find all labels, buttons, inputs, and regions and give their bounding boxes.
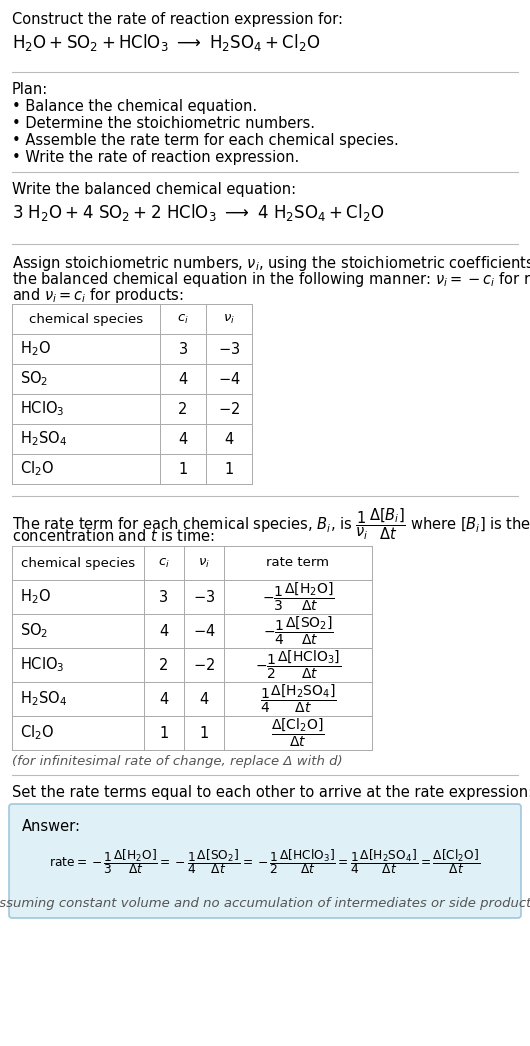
Text: $1$: $1$ (224, 461, 234, 477)
Text: (assuming constant volume and no accumulation of intermediates or side products): (assuming constant volume and no accumul… (0, 897, 530, 910)
Text: Construct the rate of reaction expression for:: Construct the rate of reaction expressio… (12, 12, 343, 27)
Text: 4: 4 (179, 371, 188, 387)
Text: $\mathrm{Cl_2O}$: $\mathrm{Cl_2O}$ (20, 459, 54, 478)
Text: $\dfrac{\Delta[\mathrm{Cl_2O}]}{\Delta t}$: $\dfrac{\Delta[\mathrm{Cl_2O}]}{\Delta t… (271, 717, 325, 749)
Text: $\nu_i$: $\nu_i$ (223, 313, 235, 325)
Text: $-3$: $-3$ (193, 589, 215, 605)
Text: $c_i$: $c_i$ (177, 313, 189, 325)
Text: $\mathrm{H_2O}$: $\mathrm{H_2O}$ (20, 588, 51, 607)
Text: $\mathrm{H_2SO_4}$: $\mathrm{H_2SO_4}$ (20, 430, 67, 449)
Text: 2: 2 (160, 658, 169, 673)
Text: • Assemble the rate term for each chemical species.: • Assemble the rate term for each chemic… (12, 133, 399, 147)
Text: $\mathrm{SO_2}$: $\mathrm{SO_2}$ (20, 621, 48, 640)
Text: $-\dfrac{1}{4}\dfrac{\Delta[\mathrm{SO_2}]}{\Delta t}$: $-\dfrac{1}{4}\dfrac{\Delta[\mathrm{SO_2… (262, 615, 333, 647)
Text: chemical species: chemical species (29, 313, 143, 325)
Text: 4: 4 (160, 691, 169, 706)
Text: $-\dfrac{1}{3}\dfrac{\Delta[\mathrm{H_2O}]}{\Delta t}$: $-\dfrac{1}{3}\dfrac{\Delta[\mathrm{H_2O… (262, 581, 334, 613)
Text: $\mathrm{rate} = -\dfrac{1}{3}\dfrac{\Delta[\mathrm{H_2O}]}{\Delta t} = -\dfrac{: $\mathrm{rate} = -\dfrac{1}{3}\dfrac{\De… (49, 847, 481, 877)
Text: 4: 4 (179, 432, 188, 447)
Text: $\dfrac{1}{4}\dfrac{\Delta[\mathrm{H_2SO_4}]}{\Delta t}$: $\dfrac{1}{4}\dfrac{\Delta[\mathrm{H_2SO… (260, 683, 336, 715)
Text: Plan:: Plan: (12, 82, 48, 97)
Text: Answer:: Answer: (22, 819, 81, 834)
Text: $\mathrm{H_2O + SO_2 + HClO_3 \ \longrightarrow \ H_2SO_4 + Cl_2O}$: $\mathrm{H_2O + SO_2 + HClO_3 \ \longrig… (12, 32, 320, 53)
Text: Write the balanced chemical equation:: Write the balanced chemical equation: (12, 182, 296, 197)
Text: $-4$: $-4$ (218, 371, 240, 387)
Text: $4$: $4$ (224, 431, 234, 447)
Text: 3: 3 (160, 590, 169, 605)
Text: 3: 3 (179, 341, 188, 357)
Text: $-4$: $-4$ (193, 623, 215, 639)
Text: $-3$: $-3$ (218, 341, 240, 357)
Text: 1: 1 (179, 461, 188, 477)
Text: $\mathrm{H_2O}$: $\mathrm{H_2O}$ (20, 340, 51, 359)
Text: 4: 4 (160, 623, 169, 638)
Text: $\mathrm{H_2SO_4}$: $\mathrm{H_2SO_4}$ (20, 689, 67, 708)
Text: $\mathrm{Cl_2O}$: $\mathrm{Cl_2O}$ (20, 724, 54, 743)
Text: Assign stoichiometric numbers, $\nu_i$, using the stoichiometric coefficients, $: Assign stoichiometric numbers, $\nu_i$, … (12, 254, 530, 273)
Text: $\mathrm{HClO_3}$: $\mathrm{HClO_3}$ (20, 400, 65, 418)
Text: concentration and $t$ is time:: concentration and $t$ is time: (12, 528, 215, 544)
Text: $\mathrm{SO_2}$: $\mathrm{SO_2}$ (20, 369, 48, 388)
Text: The rate term for each chemical species, $B_i$, is $\dfrac{1}{\nu_i}\dfrac{\Delt: The rate term for each chemical species,… (12, 506, 530, 542)
Text: • Determine the stoichiometric numbers.: • Determine the stoichiometric numbers. (12, 116, 315, 131)
Text: $\mathrm{3\ H_2O + 4\ SO_2 + 2\ HClO_3 \ \longrightarrow \ 4\ H_2SO_4 + Cl_2O}$: $\mathrm{3\ H_2O + 4\ SO_2 + 2\ HClO_3 \… (12, 202, 384, 223)
Text: Set the rate terms equal to each other to arrive at the rate expression:: Set the rate terms equal to each other t… (12, 784, 530, 800)
Text: rate term: rate term (267, 556, 330, 569)
Text: $4$: $4$ (199, 691, 209, 707)
FancyBboxPatch shape (9, 804, 521, 918)
Text: chemical species: chemical species (21, 556, 135, 569)
Text: $-2$: $-2$ (218, 401, 240, 417)
Text: 2: 2 (178, 402, 188, 416)
Text: and $\nu_i = c_i$ for products:: and $\nu_i = c_i$ for products: (12, 286, 184, 305)
Text: $\mathrm{HClO_3}$: $\mathrm{HClO_3}$ (20, 656, 65, 675)
Text: • Write the rate of reaction expression.: • Write the rate of reaction expression. (12, 150, 299, 165)
Text: the balanced chemical equation in the following manner: $\nu_i = -c_i$ for react: the balanced chemical equation in the fo… (12, 270, 530, 289)
Text: (for infinitesimal rate of change, replace Δ with d): (for infinitesimal rate of change, repla… (12, 755, 342, 768)
Text: 1: 1 (160, 726, 169, 741)
Text: • Balance the chemical equation.: • Balance the chemical equation. (12, 99, 257, 114)
Text: $-\dfrac{1}{2}\dfrac{\Delta[\mathrm{HClO_3}]}{\Delta t}$: $-\dfrac{1}{2}\dfrac{\Delta[\mathrm{HClO… (255, 649, 341, 681)
Text: $1$: $1$ (199, 725, 209, 741)
Text: $c_i$: $c_i$ (158, 556, 170, 570)
Text: $-2$: $-2$ (193, 657, 215, 673)
Text: $\nu_i$: $\nu_i$ (198, 556, 210, 570)
